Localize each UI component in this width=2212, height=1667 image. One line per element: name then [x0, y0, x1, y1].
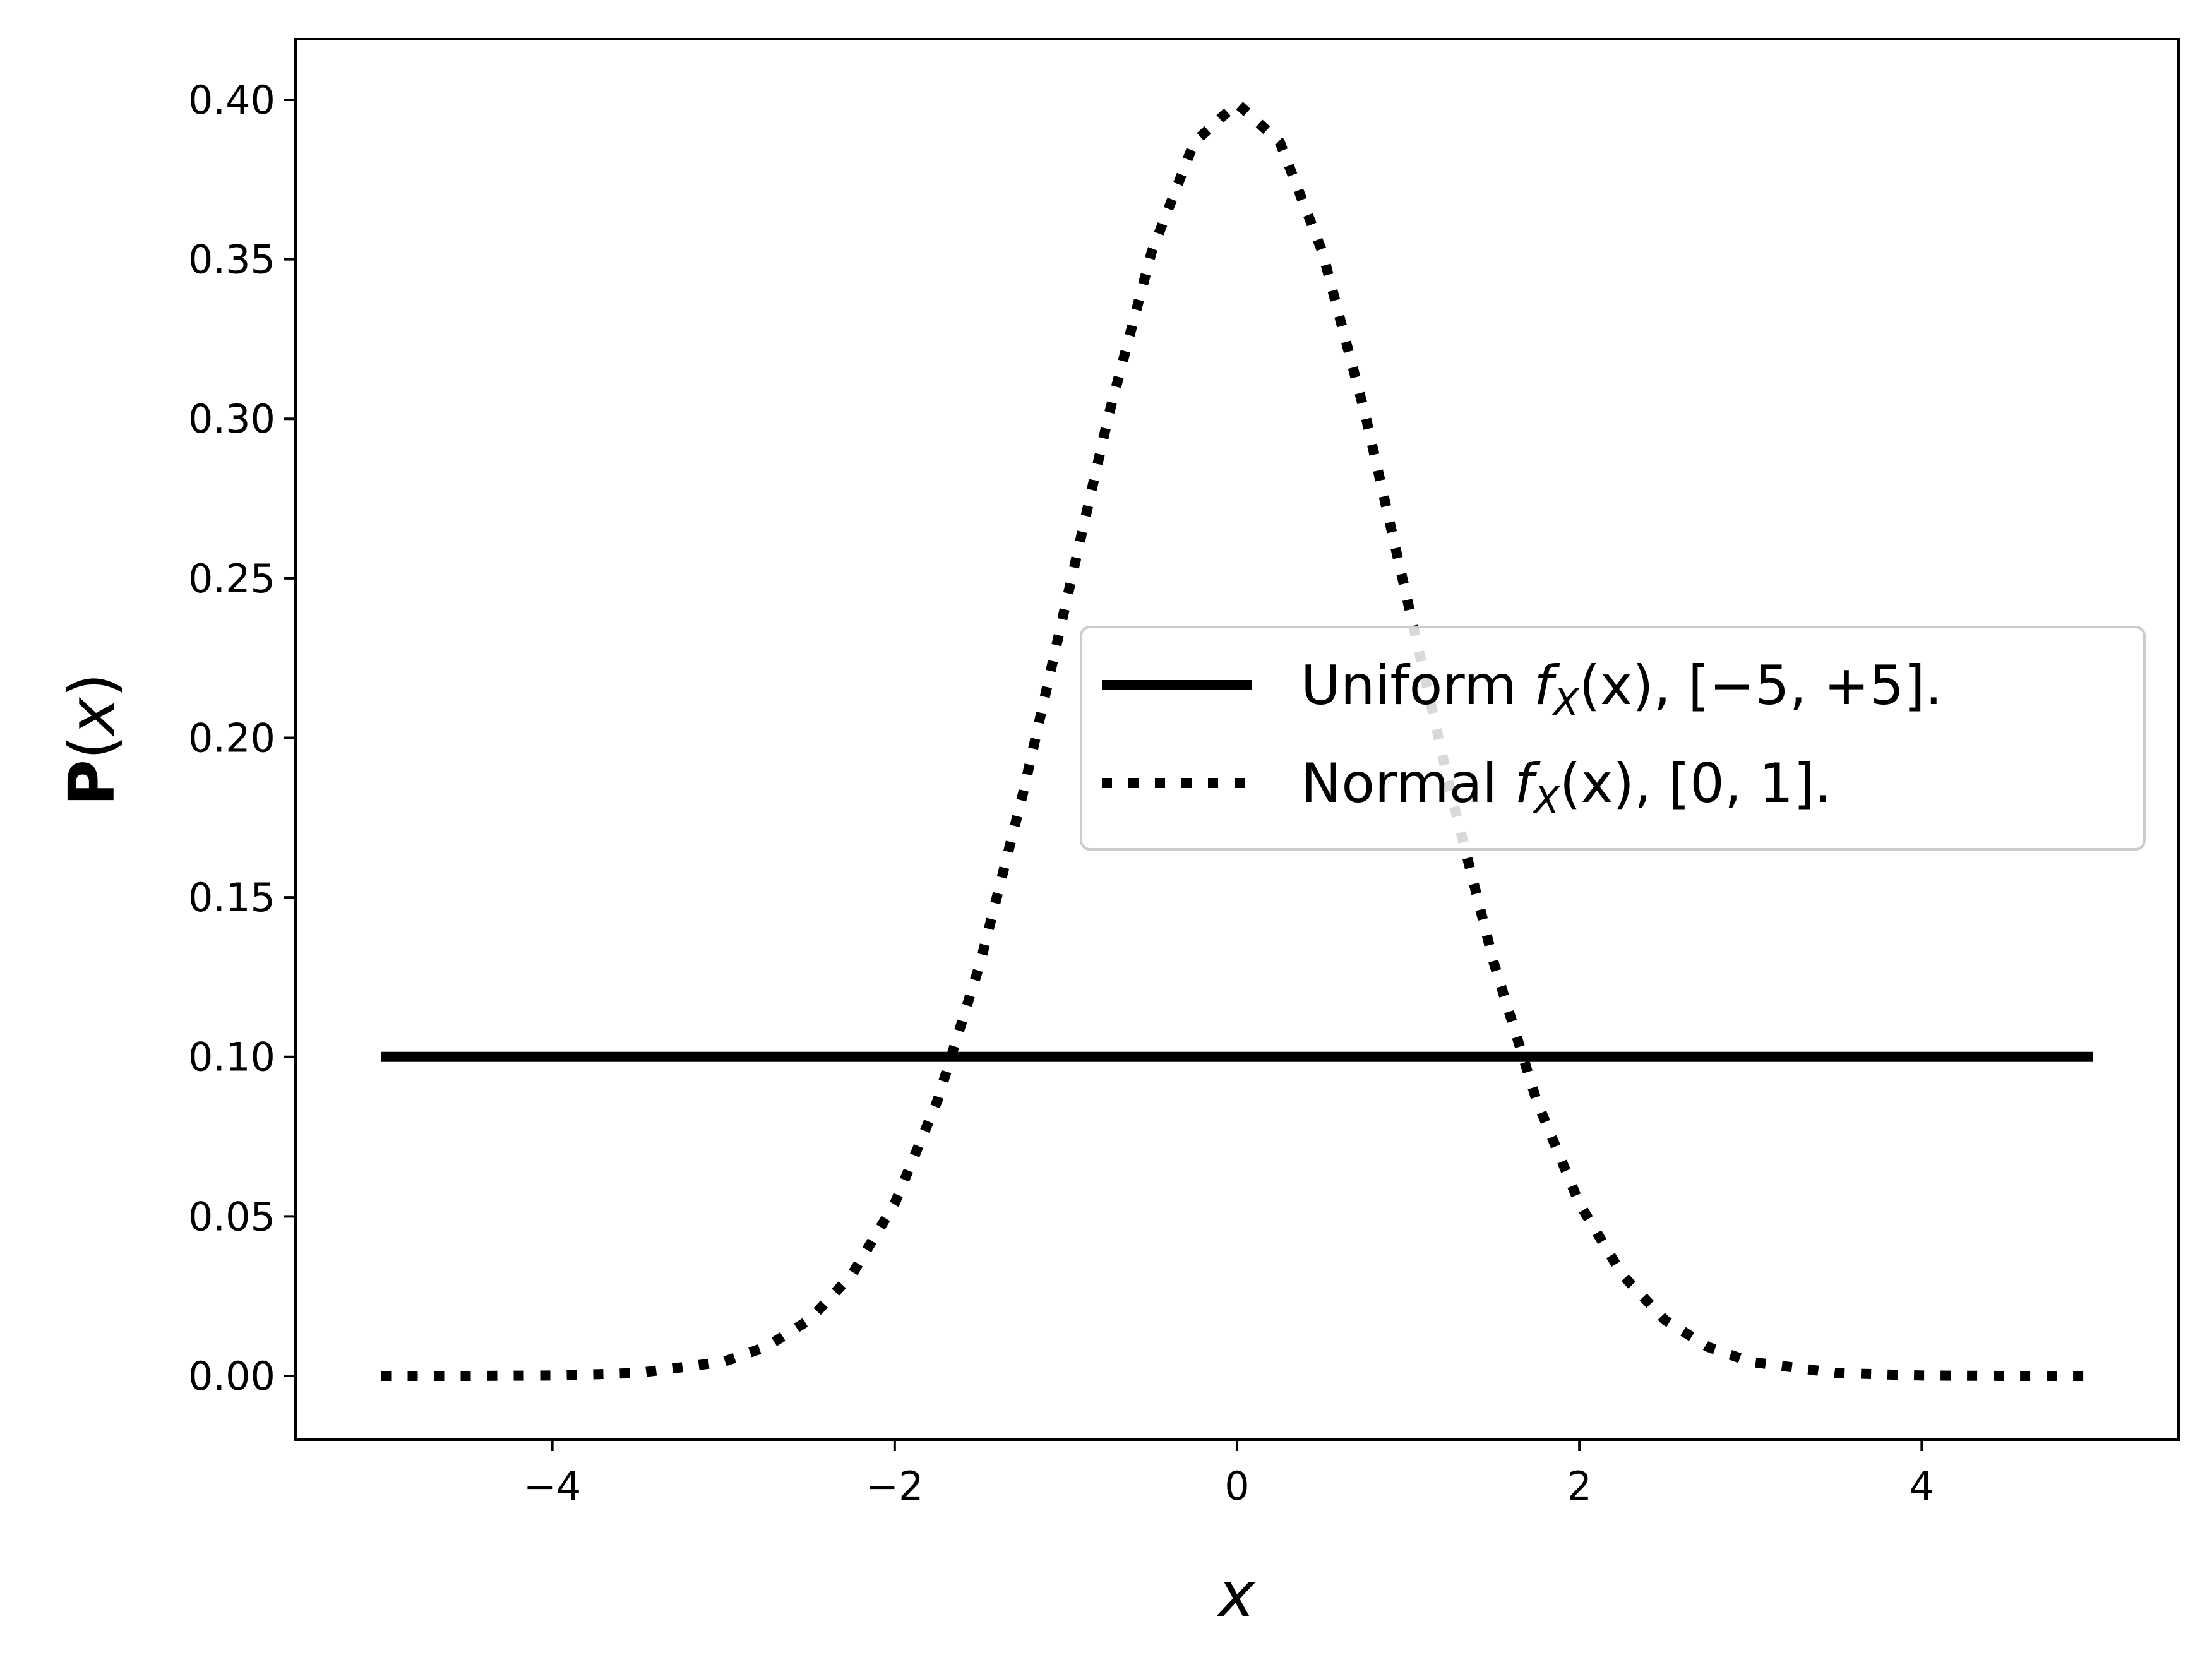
- plot-area: [381, 98, 2093, 1381]
- y-tick-label: 0.30: [188, 396, 275, 442]
- y-axis-label: P(x): [55, 673, 129, 806]
- x-axis: −4 −2 0 2 4: [523, 1440, 1934, 1509]
- y-tick-label: 0.05: [188, 1193, 275, 1240]
- legend-label-uniform: Uniform fX(x), [−5, +5].: [1301, 654, 1942, 725]
- y-axis-label-var: x: [55, 696, 129, 737]
- x-tick-label: 0: [1224, 1463, 1249, 1509]
- y-tick-label: 0.40: [188, 77, 275, 123]
- y-tick-label: 0.00: [188, 1353, 275, 1399]
- series-line-normal: [381, 98, 2093, 1381]
- legend-frame: [1080, 626, 2146, 851]
- y-axis: 0.00 0.05 0.10 0.15 0.20 0.25 0.30 0.35 0.40: [188, 77, 296, 1399]
- y-axis-label-main: P: [55, 760, 129, 806]
- y-tick-label: 0.10: [188, 1034, 275, 1080]
- y-tick-label: 0.35: [188, 237, 275, 283]
- x-tick-label: 2: [1567, 1463, 1591, 1509]
- x-tick-label: −2: [866, 1463, 923, 1509]
- x-tick-label: −4: [523, 1463, 581, 1509]
- y-tick-label: 0.25: [188, 556, 275, 602]
- legend-label-normal: Normal fX(x), [0, 1].: [1301, 752, 1832, 823]
- y-tick-label: 0.20: [188, 715, 275, 761]
- legend: Uniform fX(x), [−5, +5]. Normal fX(x), […: [1080, 626, 2146, 851]
- y-tick-label: 0.15: [188, 875, 275, 921]
- x-tick-label: 4: [1910, 1463, 1934, 1509]
- x-axis-label: x: [1216, 1558, 1256, 1632]
